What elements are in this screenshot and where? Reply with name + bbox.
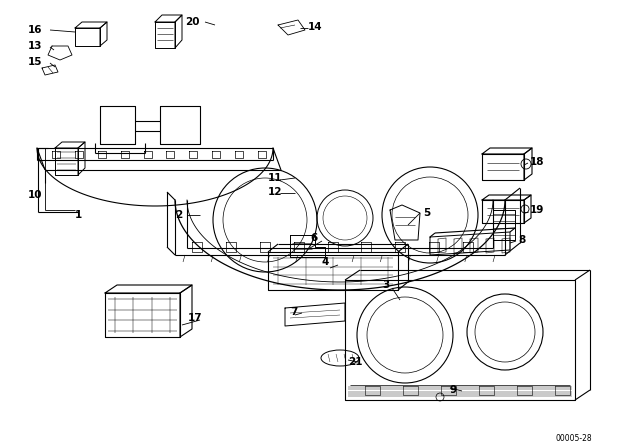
Text: 6: 6 [310,233,317,243]
Text: 7: 7 [290,307,298,317]
Text: 2: 2 [175,210,182,220]
Text: 12: 12 [268,187,282,197]
Text: 19: 19 [530,205,545,215]
Text: 13: 13 [28,41,42,51]
Text: 15: 15 [28,57,42,67]
Text: 00005-28: 00005-28 [555,434,591,443]
Text: 18: 18 [530,157,545,167]
Text: 8: 8 [518,235,525,245]
Text: 20: 20 [185,17,200,27]
Text: 10: 10 [28,190,42,200]
Text: 4: 4 [322,257,330,267]
Text: 16: 16 [28,25,42,35]
Text: 21: 21 [348,357,362,367]
Text: 1: 1 [75,210,83,220]
Text: 3: 3 [382,280,389,290]
Text: 5: 5 [423,208,430,218]
Text: 11: 11 [268,173,282,183]
Text: 17: 17 [188,313,203,323]
Text: 9: 9 [450,385,457,395]
Text: 14: 14 [308,22,323,32]
